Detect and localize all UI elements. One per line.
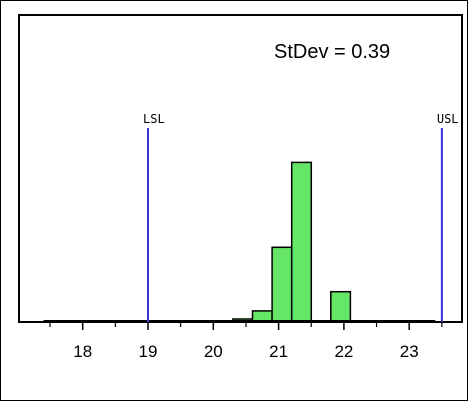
x-tick-label-2: 20 bbox=[204, 342, 223, 361]
x-tick-label-5: 23 bbox=[400, 342, 419, 361]
spec-limits-layer: LSL USL bbox=[143, 112, 459, 322]
x-tick-label-1: 19 bbox=[139, 342, 158, 361]
histogram-bar-3 bbox=[271, 246, 293, 323]
x-tick-label-4: 22 bbox=[334, 342, 353, 361]
bars-layer bbox=[43, 161, 436, 323]
stdev-annotation: StDev = 0.39 bbox=[274, 41, 390, 63]
spec-limit-label-lsl: LSL bbox=[143, 112, 165, 126]
histogram-bar-6 bbox=[330, 290, 352, 323]
x-tick-label-3: 21 bbox=[269, 342, 288, 361]
x-tick-label-0: 18 bbox=[73, 342, 92, 361]
spec-limit-label-usl: USL bbox=[437, 112, 459, 126]
plot-frame bbox=[18, 14, 463, 323]
x-axis: 18 19 20 21 22 23 bbox=[49, 322, 443, 361]
histogram-bar-4 bbox=[290, 161, 313, 323]
